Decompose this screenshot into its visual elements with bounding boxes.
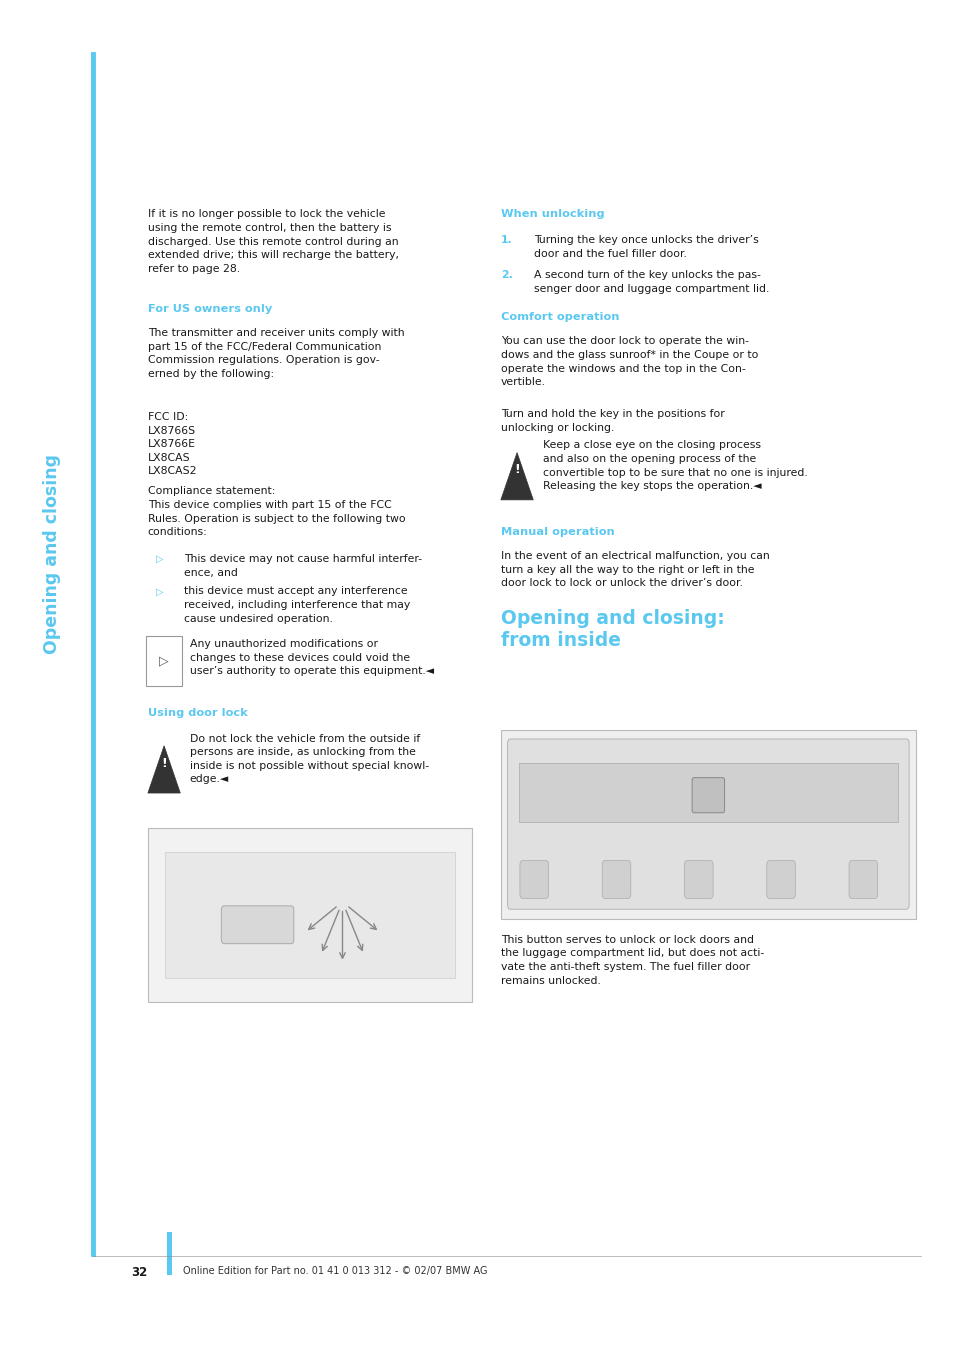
Text: Keep a close eye on the closing process
and also on the opening process of the
c: Keep a close eye on the closing process … — [542, 440, 807, 492]
FancyBboxPatch shape — [848, 861, 877, 898]
Text: When unlocking: When unlocking — [500, 209, 604, 219]
Text: A second turn of the key unlocks the pas-
senger door and luggage compartment li: A second turn of the key unlocks the pas… — [534, 270, 769, 293]
Text: this device must accept any interference
received, including interference that m: this device must accept any interference… — [184, 586, 410, 624]
FancyBboxPatch shape — [167, 1232, 172, 1275]
FancyBboxPatch shape — [146, 636, 182, 686]
Text: You can use the door lock to operate the win-
dows and the glass sunroof* in the: You can use the door lock to operate the… — [500, 336, 758, 388]
Text: Opening and closing:
from inside: Opening and closing: from inside — [500, 609, 724, 650]
FancyBboxPatch shape — [683, 861, 712, 898]
Text: If it is no longer possible to lock the vehicle
using the remote control, then t: If it is no longer possible to lock the … — [148, 209, 398, 274]
FancyBboxPatch shape — [518, 763, 897, 823]
Text: Turning the key once unlocks the driver’s
door and the fuel filler door.: Turning the key once unlocks the driver’… — [534, 235, 759, 258]
Polygon shape — [500, 453, 533, 500]
Text: Using door lock: Using door lock — [148, 708, 248, 717]
Text: In the event of an electrical malfunction, you can
turn a key all the way to the: In the event of an electrical malfunctio… — [500, 551, 769, 589]
Text: The transmitter and receiver units comply with
part 15 of the FCC/Federal Commun: The transmitter and receiver units compl… — [148, 328, 404, 380]
Text: Compliance statement:
This device complies with part 15 of the FCC
Rules. Operat: Compliance statement: This device compli… — [148, 486, 405, 538]
FancyBboxPatch shape — [500, 730, 915, 919]
Text: !: ! — [514, 463, 519, 477]
Text: !: ! — [161, 757, 167, 770]
Text: Online Edition for Part no. 01 41 0 013 312 - © 02/07 BMW AG: Online Edition for Part no. 01 41 0 013 … — [183, 1266, 487, 1275]
Text: For US owners only: For US owners only — [148, 304, 272, 313]
Text: Do not lock the vehicle from the outside if
persons are inside, as unlocking fro: Do not lock the vehicle from the outside… — [190, 734, 429, 785]
FancyBboxPatch shape — [766, 861, 795, 898]
FancyBboxPatch shape — [165, 852, 455, 978]
FancyBboxPatch shape — [148, 828, 472, 1002]
Text: Comfort operation: Comfort operation — [500, 312, 618, 322]
FancyBboxPatch shape — [519, 861, 548, 898]
Text: Any unauthorized modifications or
changes to these devices could void the
user’s: Any unauthorized modifications or change… — [190, 639, 434, 677]
Text: 32: 32 — [132, 1266, 148, 1279]
Text: This device may not cause harmful interfer-
ence, and: This device may not cause harmful interf… — [184, 554, 421, 577]
Text: 1.: 1. — [500, 235, 512, 245]
Text: ▷: ▷ — [155, 554, 163, 563]
Text: Manual operation: Manual operation — [500, 527, 614, 536]
Text: ▷: ▷ — [155, 586, 163, 596]
Text: 2.: 2. — [500, 270, 512, 280]
Text: Turn and hold the key in the positions for
unlocking or locking.: Turn and hold the key in the positions f… — [500, 409, 724, 432]
FancyBboxPatch shape — [507, 739, 908, 909]
Text: Opening and closing: Opening and closing — [44, 454, 61, 654]
Text: ▷: ▷ — [159, 655, 169, 667]
FancyBboxPatch shape — [601, 861, 630, 898]
Text: This button serves to unlock or lock doors and
the luggage compartment lid, but : This button serves to unlock or lock doo… — [500, 935, 763, 986]
Polygon shape — [148, 746, 180, 793]
Text: FCC ID:
LX8766S
LX8766E
LX8CAS
LX8CAS2: FCC ID: LX8766S LX8766E LX8CAS LX8CAS2 — [148, 412, 197, 477]
FancyBboxPatch shape — [691, 778, 724, 813]
FancyBboxPatch shape — [221, 905, 294, 943]
